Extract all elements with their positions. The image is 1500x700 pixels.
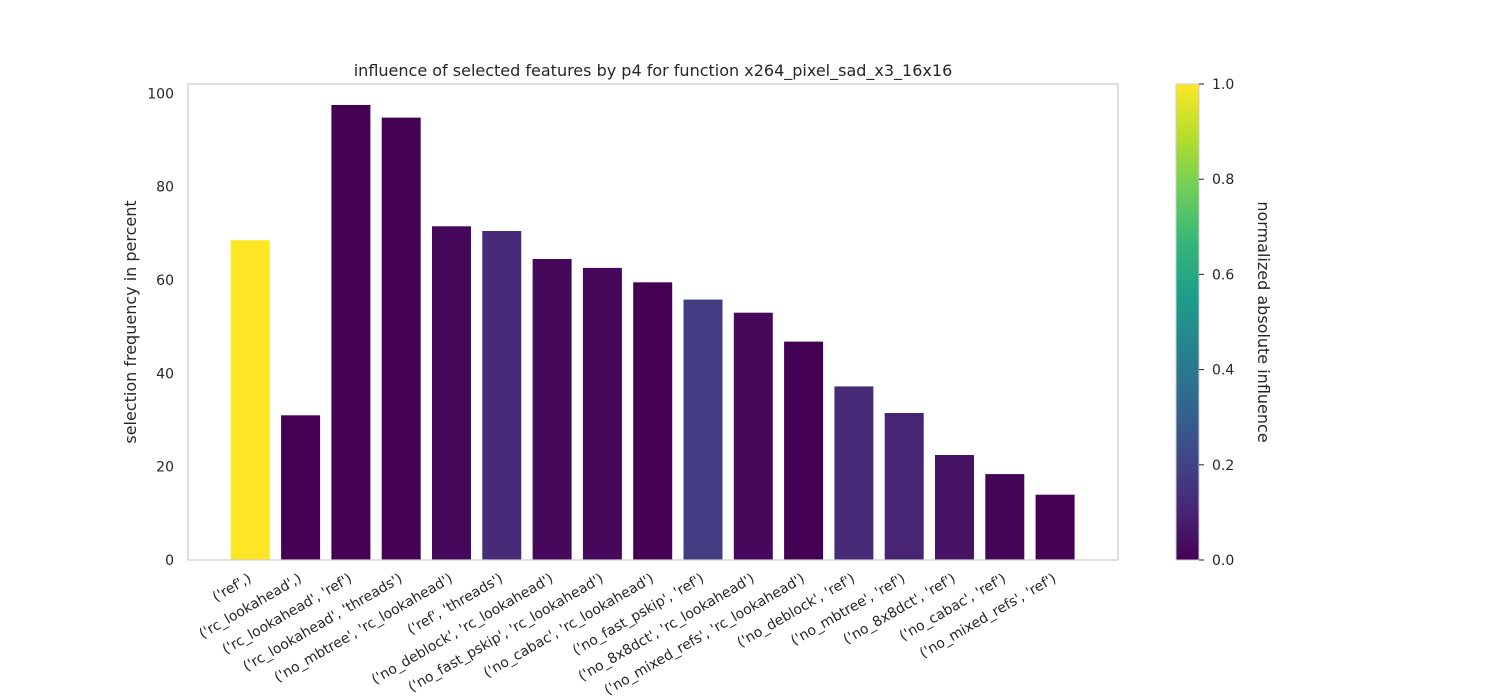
y-tick-label: 100 [147,86,174,102]
y-axis-label: selection frequency in percent [121,200,140,443]
colorbar-tick-label: 0.6 [1212,267,1234,283]
bar-8 [633,282,673,560]
colorbar-gradient [1175,83,1200,561]
bar-0 [230,240,270,561]
y-tick-label: 20 [156,460,174,476]
colorbar-tick-label: 0.0 [1212,553,1234,569]
bar-5 [482,231,522,560]
bar-4 [432,226,471,561]
y-tick-labels: 0 20 40 60 80 100 [147,86,174,569]
colorbar-label: normalized absolute influence [1254,201,1273,442]
bar-14 [935,455,974,560]
x-tick-labels: ('ref',)('rc_lookahead',)('rc_lookahead'… [196,571,1059,699]
y-tick-label: 60 [156,273,174,289]
colorbar-tick-label: 1.0 [1212,77,1234,93]
bar-12 [834,386,874,560]
y-tick-label: 80 [156,180,174,196]
bar-1 [281,415,321,560]
colorbar: 0.0 0.2 0.4 0.6 0.8 1.0 [1175,77,1234,569]
colorbar-tick-label: 0.2 [1212,458,1234,474]
plot-area-frame [187,83,1119,561]
bar-10 [733,312,773,560]
chart-title: influence of selected features by p4 for… [354,61,953,81]
bar-16 [1035,494,1075,560]
bar-2 [331,105,371,560]
y-tick-label: 40 [156,366,174,382]
bar-3 [381,117,421,560]
bar-11 [784,341,824,560]
bar-7 [582,267,622,560]
y-tick-label: 0 [165,553,174,569]
bar-13 [884,413,924,560]
bar-9 [683,299,723,560]
bars-group [230,105,1075,561]
bar-15 [985,474,1025,560]
bar-6 [532,259,572,560]
colorbar-tick-label: 0.4 [1212,363,1234,379]
colorbar-tick-label: 0.8 [1212,172,1234,188]
